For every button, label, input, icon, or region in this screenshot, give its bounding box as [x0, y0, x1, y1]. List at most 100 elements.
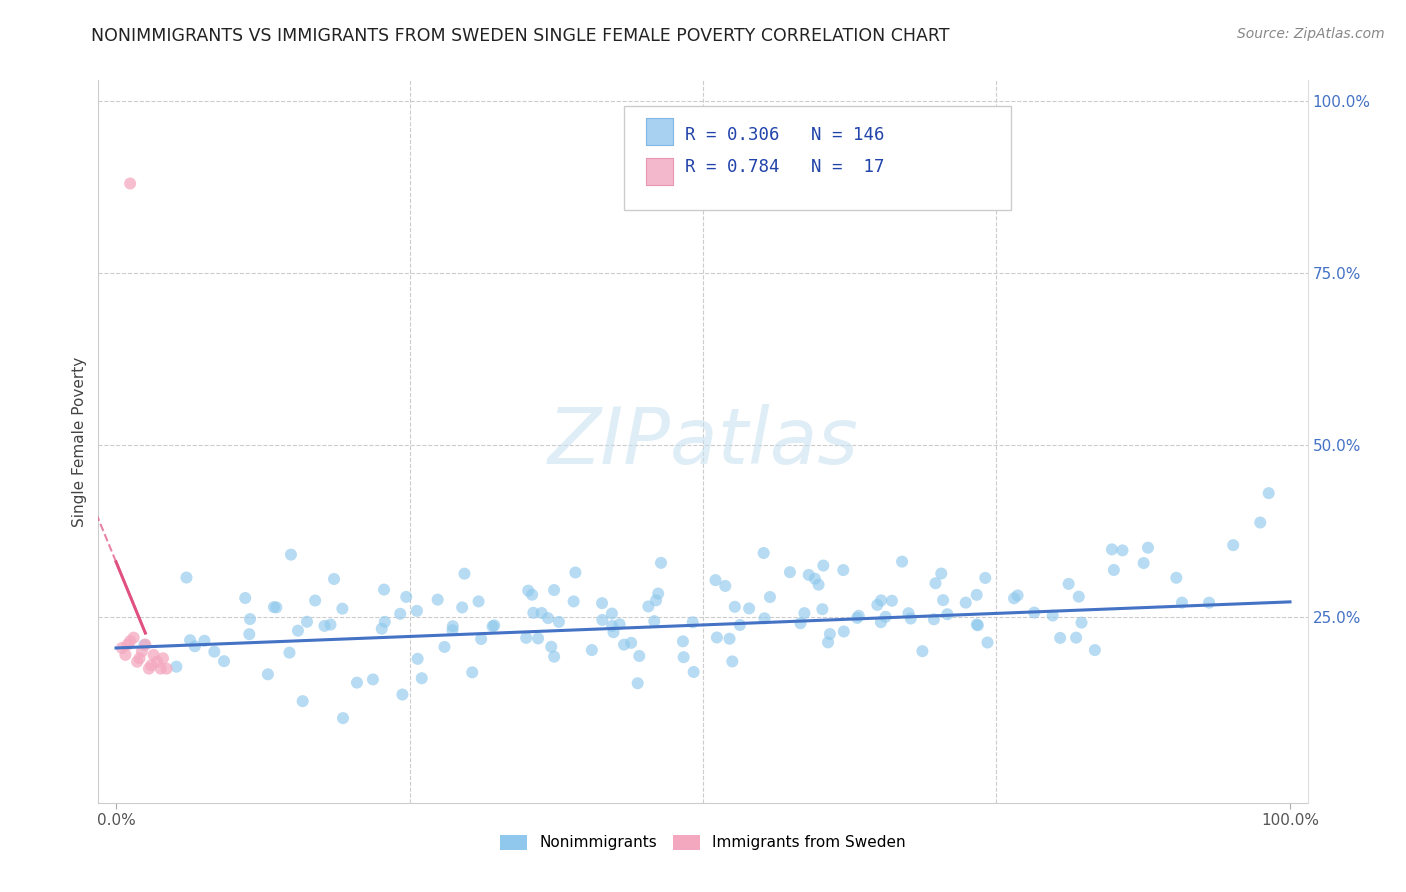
- Point: [540, 640, 562, 654]
- Point: [433, 640, 456, 654]
- Point: [314, 619, 336, 633]
- Point: [453, 566, 475, 581]
- Point: [929, 566, 952, 581]
- Point: [974, 571, 997, 585]
- Point: [581, 643, 603, 657]
- Point: [1084, 643, 1107, 657]
- Point: [481, 619, 503, 633]
- Point: [832, 563, 855, 577]
- Point: [263, 600, 285, 615]
- Point: [287, 624, 309, 638]
- Point: [304, 593, 326, 607]
- Point: [1067, 590, 1090, 604]
- Point: [451, 600, 474, 615]
- Point: [793, 606, 815, 620]
- Point: [891, 555, 914, 569]
- Point: [361, 673, 384, 687]
- Point: [176, 570, 198, 584]
- Point: [522, 606, 544, 620]
- Point: [759, 590, 782, 604]
- Point: [1111, 543, 1133, 558]
- Point: [332, 601, 354, 615]
- Point: [128, 651, 150, 665]
- Point: [1007, 589, 1029, 603]
- Point: [797, 567, 820, 582]
- Point: [936, 607, 959, 622]
- Point: [613, 638, 636, 652]
- Point: [900, 611, 922, 625]
- Point: [817, 635, 839, 649]
- Point: [470, 632, 492, 646]
- Bar: [647, 158, 673, 185]
- Point: [1057, 577, 1080, 591]
- Point: [967, 618, 990, 632]
- Point: [754, 611, 776, 625]
- Point: [706, 631, 728, 645]
- Point: [537, 611, 560, 625]
- Point: [650, 556, 672, 570]
- Point: [371, 622, 394, 636]
- Point: [591, 596, 613, 610]
- Point: [846, 611, 869, 625]
- Point: [832, 624, 855, 639]
- Point: [672, 650, 695, 665]
- Legend: Nonimmigrants, Immigrants from Sweden: Nonimmigrants, Immigrants from Sweden: [494, 829, 912, 856]
- Point: [193, 633, 215, 648]
- Point: [880, 593, 903, 607]
- Point: [184, 640, 207, 654]
- Point: [278, 646, 301, 660]
- Point: [515, 631, 537, 645]
- Point: [295, 615, 318, 629]
- Point: [752, 546, 775, 560]
- Point: [718, 632, 741, 646]
- Y-axis label: Single Female Poverty: Single Female Poverty: [72, 357, 87, 526]
- Point: [818, 627, 841, 641]
- Point: [165, 659, 187, 673]
- Point: [141, 658, 163, 673]
- Point: [779, 565, 801, 579]
- Point: [1049, 631, 1071, 645]
- Point: [1132, 556, 1154, 570]
- Point: [1070, 615, 1092, 630]
- Point: [897, 606, 920, 620]
- Point: [527, 632, 550, 646]
- Point: [628, 648, 651, 663]
- Point: [1024, 606, 1046, 620]
- Point: [202, 645, 225, 659]
- Point: [319, 617, 342, 632]
- Point: [932, 593, 955, 607]
- Point: [562, 594, 585, 608]
- Point: [1249, 516, 1271, 530]
- Point: [266, 600, 288, 615]
- Point: [149, 662, 172, 676]
- Point: [484, 618, 506, 632]
- Point: [866, 598, 889, 612]
- Point: [134, 638, 156, 652]
- Point: [543, 582, 565, 597]
- Point: [332, 711, 354, 725]
- Point: [643, 614, 665, 628]
- Point: [152, 651, 174, 665]
- Point: [179, 633, 201, 648]
- Point: [955, 596, 977, 610]
- Point: [924, 576, 946, 591]
- Point: [602, 625, 624, 640]
- Point: [461, 665, 484, 680]
- Point: [721, 654, 744, 668]
- Point: [155, 662, 177, 676]
- Point: [406, 604, 429, 618]
- Point: [467, 594, 489, 608]
- Point: [811, 602, 834, 616]
- Point: [122, 631, 145, 645]
- Point: [117, 638, 139, 652]
- Point: [389, 607, 412, 621]
- Point: [291, 694, 314, 708]
- Point: [848, 608, 870, 623]
- Point: [870, 593, 893, 607]
- Text: R = 0.306   N = 146
R = 0.784   N =  17: R = 0.306 N = 146 R = 0.784 N = 17: [685, 126, 884, 176]
- Point: [530, 606, 553, 620]
- Point: [257, 667, 280, 681]
- Point: [212, 654, 235, 668]
- Point: [543, 649, 565, 664]
- Point: [373, 582, 395, 597]
